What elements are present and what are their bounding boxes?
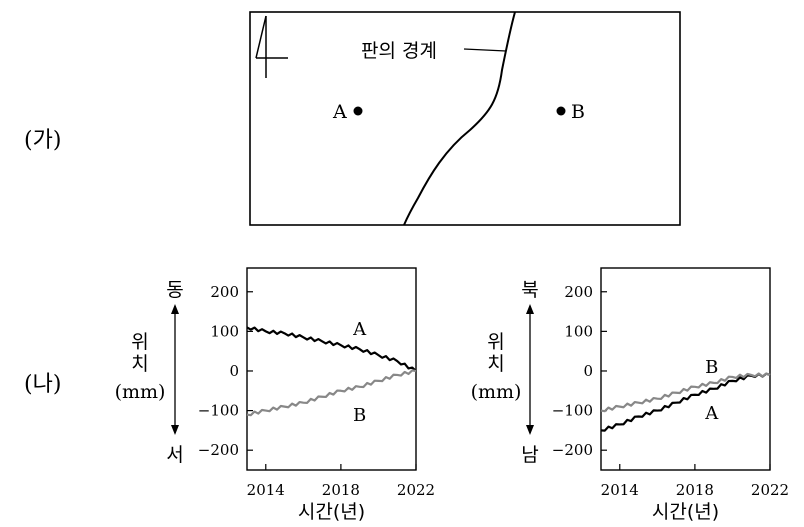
y-axis-label: 치 (131, 353, 148, 375)
series-line-b (246, 369, 417, 417)
x-tick-label: 2014 (247, 481, 285, 499)
x-tick-label: 2022 (751, 481, 789, 499)
y-tick-label: 0 (583, 362, 593, 380)
point-b-label: B (571, 101, 585, 123)
x-tick-label: 2018 (322, 481, 360, 499)
x-axis-label: 시간(년) (298, 501, 365, 523)
boundary-label: 판의 경계 (361, 40, 437, 62)
series-label-b: B (353, 405, 366, 426)
x-axis-label: 시간(년) (652, 501, 719, 523)
y-tick-label: −100 (552, 402, 593, 420)
y-axis-unit: (mm) (471, 381, 522, 403)
arrow-down-icon (171, 425, 179, 435)
y-tick-label: −200 (198, 441, 239, 459)
y-tick-label: 100 (210, 322, 239, 340)
series-label-b: B (705, 357, 718, 378)
arrow-down-icon (526, 425, 534, 435)
x-tick-label: 2018 (676, 481, 714, 499)
y-tick-label: 0 (229, 362, 239, 380)
series-label-a: A (704, 403, 719, 424)
part-a-label: (가) (24, 128, 62, 153)
plot-frame-1 (246, 267, 417, 471)
north-arrow-icon (255, 15, 288, 78)
boundary-leader-line (463, 48, 507, 52)
axis-direction-top: 동 (166, 279, 183, 301)
y-axis-label: 치 (487, 353, 504, 375)
point-b-marker (556, 106, 566, 116)
series-line-a (246, 326, 417, 372)
part-b-label: (나) (24, 372, 62, 397)
axis-direction-top: 북 (521, 279, 538, 301)
series-line-a (600, 372, 771, 432)
series-label-a: A (352, 319, 367, 340)
plot-frame-2 (600, 267, 771, 471)
y-axis-label: 위 (487, 331, 504, 353)
arrow-up-icon (526, 304, 534, 314)
y-tick-label: 200 (564, 283, 593, 301)
y-tick-label: −200 (552, 441, 593, 459)
y-tick-label: −100 (198, 402, 239, 420)
y-tick-label: 200 (210, 283, 239, 301)
axis-direction-bottom: 남 (521, 444, 538, 466)
series-line-b (600, 372, 771, 413)
point-a-label: A (332, 101, 347, 123)
x-tick-label: 2014 (601, 481, 639, 499)
y-tick-label: 100 (564, 322, 593, 340)
arrow-up-icon (171, 304, 179, 314)
plate-boundary-line (403, 11, 516, 226)
map-frame (249, 11, 681, 226)
y-axis-label: 위 (131, 331, 148, 353)
point-a-marker (353, 106, 363, 116)
y-axis-unit: (mm) (115, 381, 166, 403)
x-tick-label: 2022 (397, 481, 435, 499)
axis-direction-bottom: 서 (166, 444, 183, 466)
